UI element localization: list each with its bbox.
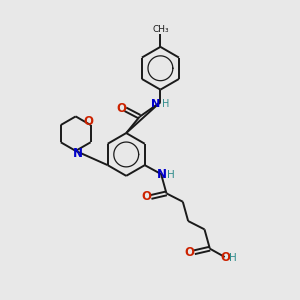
Text: N: N	[151, 99, 160, 109]
Text: O: O	[141, 190, 151, 203]
Text: H: H	[162, 99, 169, 109]
Text: O: O	[83, 115, 93, 128]
Text: O: O	[116, 102, 126, 115]
Text: O: O	[220, 251, 230, 264]
Text: H: H	[229, 253, 237, 262]
Text: CH₃: CH₃	[152, 25, 169, 34]
Text: H: H	[167, 170, 175, 180]
Text: O: O	[184, 246, 195, 259]
Text: N: N	[73, 147, 83, 161]
Text: N: N	[157, 168, 167, 181]
